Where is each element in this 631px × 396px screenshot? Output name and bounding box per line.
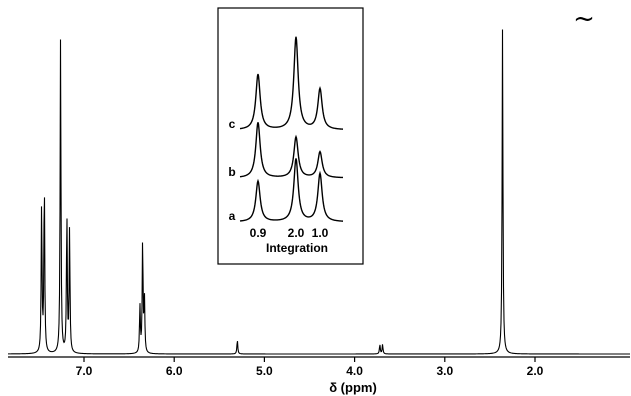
axis-break-symbol: ~ — [573, 4, 595, 34]
spectrum-trace — [7, 29, 630, 355]
x-tick-label: 2.0 — [527, 364, 544, 378]
x-tick-label: 3.0 — [436, 364, 453, 378]
inset-traces: c b a — [228, 36, 344, 223]
inset-trace-label: c — [229, 117, 236, 131]
inset-trace-b — [239, 122, 344, 179]
inset-integration-value: 1.0 — [312, 226, 329, 240]
x-tick-label: 7.0 — [76, 364, 93, 378]
x-tick-label: 5.0 — [256, 364, 273, 378]
main-plot: 7.0 6.0 5.0 4.0 3.0 2.0 ~ δ (ppm) — [7, 4, 630, 395]
inset-integration-values: 0.9 2.0 1.0 — [250, 226, 329, 240]
inset-trace-c — [239, 36, 344, 130]
x-ticks: 7.0 6.0 5.0 4.0 3.0 2.0 — [76, 357, 544, 378]
x-tick-label: 6.0 — [166, 364, 183, 378]
x-tick-label: 4.0 — [346, 364, 363, 378]
inset-trace-label: a — [229, 209, 236, 223]
inset-trace-a — [239, 158, 344, 222]
inset-integration-value: 0.9 — [250, 226, 267, 240]
inset-trace-label: b — [228, 165, 235, 179]
inset-integration-label: Integration — [266, 241, 328, 255]
x-axis-label: δ (ppm) — [329, 380, 377, 395]
inset-panel: c b a 0.9 2.0 1.0 Integration — [217, 7, 364, 265]
inset-integration-value: 2.0 — [288, 226, 305, 240]
